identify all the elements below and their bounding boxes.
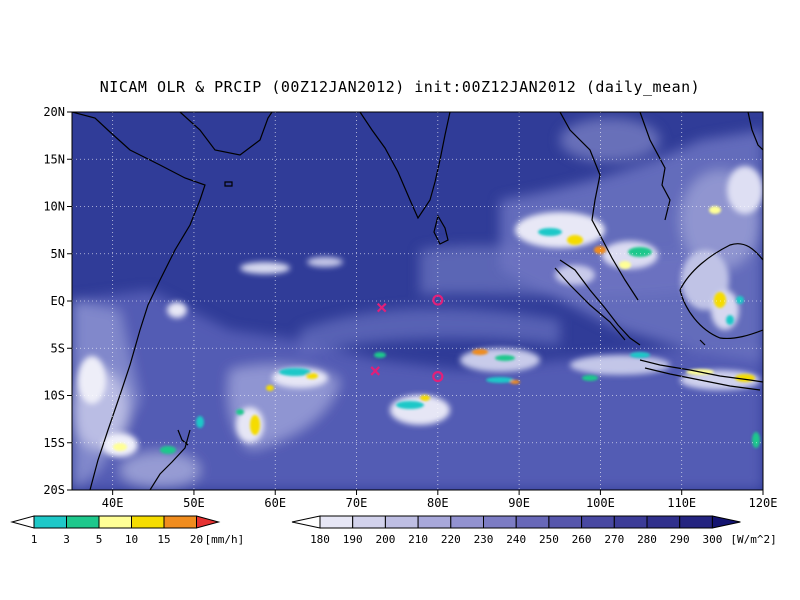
colorbar-swatch bbox=[483, 515, 517, 529]
lon-axis: 40E 50E 60E 70E 80E 90E 100E 110E 120E bbox=[102, 490, 778, 510]
lon-tick-label: 70E bbox=[346, 496, 368, 510]
colorbar-swatch bbox=[319, 515, 354, 529]
precip-patches bbox=[113, 206, 760, 454]
lat-tick-label: 10N bbox=[43, 200, 65, 214]
colorbar-swatch bbox=[679, 515, 713, 529]
marker-cross bbox=[370, 366, 381, 376]
colorbar-swatch bbox=[450, 515, 484, 529]
colorbar-lower-extend bbox=[10, 515, 35, 529]
colorbar-swatch bbox=[352, 515, 386, 529]
lon-tick-label: 60E bbox=[264, 496, 286, 510]
colorbar-level-label: 280 bbox=[637, 533, 657, 546]
lat-tick-label: 5N bbox=[51, 247, 65, 261]
colorbar-level-label: 240 bbox=[506, 533, 526, 546]
colorbar-units: [W/m^2] bbox=[730, 533, 776, 546]
map-plot-area bbox=[72, 112, 763, 490]
lat-tick-label: 20N bbox=[43, 105, 65, 119]
colorbar-swatch bbox=[163, 515, 197, 529]
lon-tick-label: 120E bbox=[749, 496, 778, 510]
colorbar-level-label: 300 bbox=[702, 533, 722, 546]
colorbar-level-label: 250 bbox=[539, 533, 559, 546]
colorbar-level-label: 220 bbox=[441, 533, 461, 546]
colorbar-level-label: 20 bbox=[190, 533, 203, 546]
marker-cross bbox=[376, 302, 387, 313]
colorbar-level-label: 290 bbox=[670, 533, 690, 546]
lat-tick-label: 10S bbox=[43, 389, 65, 403]
colorbar-level-label: 5 bbox=[96, 533, 103, 546]
colorbar-swatch bbox=[131, 515, 165, 529]
colorbar-upper-extend bbox=[711, 515, 741, 529]
lon-tick-label: 40E bbox=[102, 496, 124, 510]
colorbar-swatch bbox=[66, 515, 100, 529]
colorbar-swatch bbox=[646, 515, 681, 529]
colorbar-level-label: 200 bbox=[375, 533, 395, 546]
lat-axis: 20N 15N 10N 5N EQ 5S 10S 15S 20S bbox=[43, 105, 72, 497]
lat-tick-label: 5S bbox=[51, 341, 65, 355]
colorbar-level-label: 190 bbox=[343, 533, 363, 546]
colorbar-level-label: 270 bbox=[604, 533, 624, 546]
lat-tick-label: 20S bbox=[43, 483, 65, 497]
marker-circle bbox=[432, 371, 444, 383]
colorbar-level-label: 230 bbox=[474, 533, 494, 546]
olr-colorbar: 180 190 200 210 220 230 240 250 260 270 280 290 300 [… bbox=[291, 515, 777, 546]
colorbar-upper-extend bbox=[196, 515, 221, 529]
grid-lines bbox=[72, 112, 763, 490]
colorbar-lower-extend bbox=[291, 515, 321, 529]
colorbar-level-label: 10 bbox=[125, 533, 138, 546]
colorbar-swatch bbox=[515, 515, 550, 529]
colorbar-units: [mm/h] bbox=[205, 533, 245, 546]
colorbar-level-label: 3 bbox=[63, 533, 70, 546]
lon-tick-label: 110E bbox=[667, 496, 696, 510]
colorbar-level-label: 260 bbox=[572, 533, 592, 546]
colorbar-swatch bbox=[384, 515, 419, 529]
markers-layer bbox=[370, 294, 444, 383]
lat-tick-label: 15N bbox=[43, 152, 65, 166]
colorbar-level-label: 210 bbox=[408, 533, 428, 546]
map-title: NICAM OLR & PRCIP (00Z12JAN2012) init:00… bbox=[99, 78, 701, 96]
coastlines bbox=[72, 112, 763, 490]
lon-tick-label: 100E bbox=[586, 496, 615, 510]
colorbar-level-label: 180 bbox=[310, 533, 330, 546]
colorbar-level-label: 1 bbox=[31, 533, 38, 546]
marker-circle bbox=[432, 294, 444, 306]
colorbar-swatch bbox=[548, 515, 583, 529]
colorbar-swatch bbox=[33, 515, 67, 529]
lon-tick-label: 50E bbox=[183, 496, 205, 510]
lon-tick-label: 90E bbox=[508, 496, 530, 510]
colorbar-swatch bbox=[98, 515, 132, 529]
lat-tick-label: EQ bbox=[51, 294, 65, 308]
colorbar-swatch bbox=[613, 515, 648, 529]
colorbar-level-label: 15 bbox=[157, 533, 170, 546]
precip-colorbar: 1 3 5 10 15 20 [mm/h] bbox=[10, 515, 245, 546]
lat-tick-label: 15S bbox=[43, 436, 65, 450]
colorbar-swatch bbox=[581, 515, 615, 529]
colorbar-swatch bbox=[417, 515, 452, 529]
lon-tick-label: 80E bbox=[427, 496, 449, 510]
